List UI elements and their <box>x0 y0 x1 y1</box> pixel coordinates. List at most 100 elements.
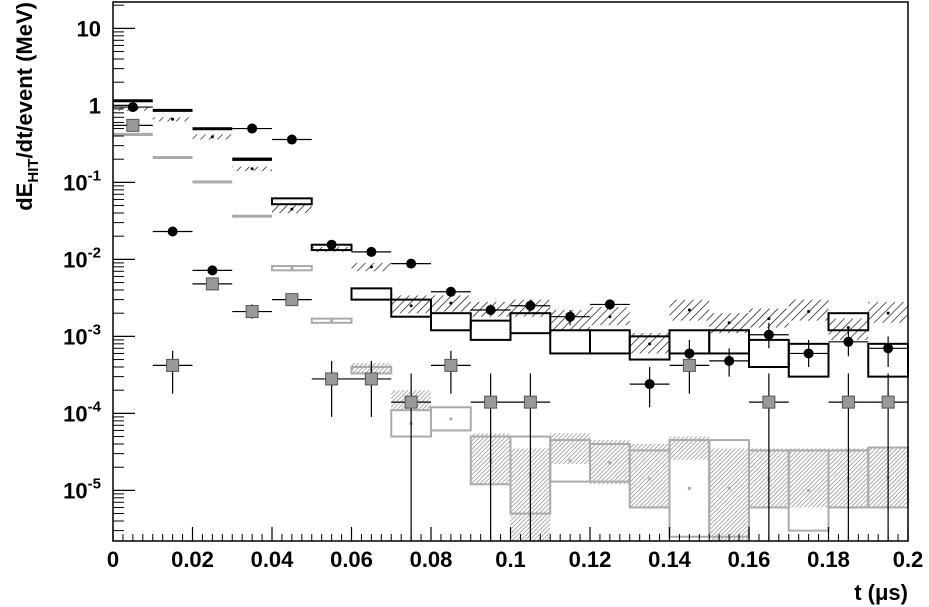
y-tick-base: 1 <box>89 93 101 118</box>
black-point <box>445 286 456 297</box>
gray-point <box>285 293 299 307</box>
black-point <box>485 305 496 315</box>
y-tick-exponent: -2 <box>88 244 101 261</box>
gray-box <box>113 132 153 137</box>
y-tick-exponent: -4 <box>88 398 102 415</box>
y-tick-base: 10 <box>63 401 87 426</box>
y-tick-label: 10-1 <box>63 167 101 195</box>
y-tick-base: 10 <box>63 324 87 349</box>
y-tick-base: 10 <box>63 170 87 195</box>
black-box <box>350 287 393 301</box>
gray-box-center <box>687 486 691 490</box>
gray-box <box>232 214 272 218</box>
black-point <box>843 336 854 347</box>
gray-point <box>245 305 259 319</box>
black-box <box>390 298 432 318</box>
gray-box-center <box>648 477 652 481</box>
gray-box-center <box>608 461 612 465</box>
gray-box <box>192 180 233 184</box>
y-tick-label: 10 <box>77 16 101 41</box>
black-box <box>469 319 512 341</box>
black-box <box>430 312 472 332</box>
black-point <box>247 123 258 134</box>
black-hatched-center <box>727 321 731 325</box>
gray-point <box>523 395 537 409</box>
black-box <box>589 329 631 355</box>
gray-box-center <box>330 319 334 323</box>
black-point <box>127 102 138 113</box>
x-tick-label: 0.18 <box>807 547 850 572</box>
x-tick-label: 0.04 <box>251 547 295 572</box>
y-tick-exponent: -1 <box>88 167 101 184</box>
black-hatched-center <box>210 135 214 139</box>
gray-box-center <box>727 486 731 490</box>
x-tick-label: 0.08 <box>410 547 453 572</box>
gray-hatched-band <box>629 444 670 508</box>
y-tick-label: 10-3 <box>63 321 101 349</box>
black-point <box>724 355 735 366</box>
gray-box <box>271 265 313 272</box>
black-box <box>152 108 193 112</box>
x-tick-label: 0.12 <box>569 547 612 572</box>
gray-hatched-band <box>550 433 590 464</box>
gray-point <box>364 372 378 386</box>
black-point <box>565 311 576 322</box>
black-hatched-center <box>648 342 652 346</box>
black-box <box>113 99 153 103</box>
gray-point <box>881 395 895 409</box>
black-point <box>604 299 615 310</box>
gray-point <box>166 358 180 372</box>
black-point <box>366 246 377 257</box>
gray-box-center <box>568 459 572 463</box>
y-tick-label: 10-4 <box>63 398 101 426</box>
plot-area <box>113 99 909 541</box>
y-tick-base: 10 <box>63 478 87 503</box>
y-tick-exponent: -3 <box>88 321 101 338</box>
gray-point <box>205 277 219 291</box>
gray-point <box>444 358 458 372</box>
y-tick-label: 1 <box>89 93 101 118</box>
y-axis-title: dEHIT/dt/event (MeV) <box>12 2 42 211</box>
black-point <box>286 134 297 145</box>
black-box <box>232 157 272 161</box>
gray-point <box>762 395 776 409</box>
y-tick-base: 10 <box>63 247 87 272</box>
x-tick-label: 0.16 <box>728 547 771 572</box>
y-tick-label: 10-2 <box>63 244 101 272</box>
gray-hatched-band <box>669 436 710 460</box>
x-tick-label: 0.1 <box>495 547 526 572</box>
black-hatched-center <box>409 304 413 308</box>
gray-point <box>404 395 418 409</box>
y-tick-label: 10-5 <box>63 475 101 503</box>
gray-box-center <box>449 417 453 421</box>
black-point <box>803 348 814 359</box>
gray-point <box>841 395 855 409</box>
gray-box <box>430 406 472 432</box>
gray-hatched-band <box>788 448 829 508</box>
black-box <box>192 127 233 131</box>
black-box <box>509 312 552 335</box>
y-tick-base: 10 <box>77 16 101 41</box>
black-point <box>883 343 894 354</box>
black-hatched-center <box>250 167 254 171</box>
black-hatched-center <box>767 317 771 321</box>
gray-hatched-band <box>709 448 749 541</box>
gray-point <box>325 372 339 386</box>
black-hatched-center <box>687 308 691 312</box>
x-tick-label: 0 <box>107 547 119 572</box>
gray-point <box>682 358 696 372</box>
y-axis-title-sub: HIT <box>25 158 42 182</box>
gray-point <box>126 118 140 132</box>
x-axis-title: t (μs) <box>854 580 908 605</box>
x-tick-label: 0.02 <box>171 547 214 572</box>
x-tick-label: 0.2 <box>893 547 924 572</box>
black-hatched-center <box>807 310 811 314</box>
y-axis-title-rest: /dt/event (MeV) <box>12 2 37 158</box>
black-point <box>326 239 337 250</box>
black-hatched-center <box>608 315 612 319</box>
black-hatched-center <box>290 207 294 211</box>
gray-box <box>310 317 353 324</box>
black-hatched-center <box>171 117 175 121</box>
gray-box <box>152 156 193 159</box>
black-point <box>167 226 178 237</box>
